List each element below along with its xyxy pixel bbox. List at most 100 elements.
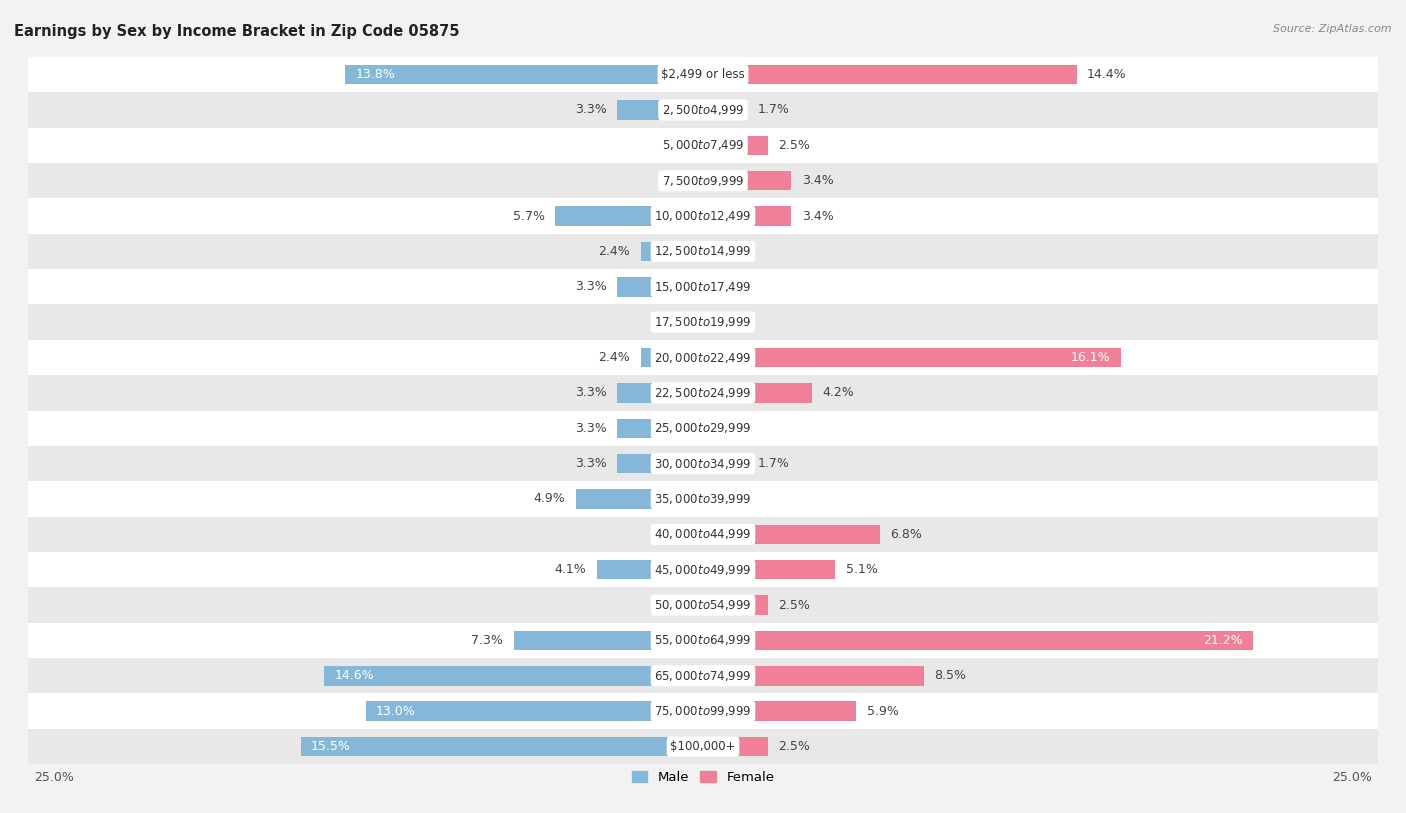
Bar: [703, 100, 747, 120]
Bar: [3, 587, 1403, 623]
Text: $100,000+: $100,000+: [671, 740, 735, 753]
Bar: [3, 128, 1403, 163]
Text: 14.6%: 14.6%: [335, 669, 374, 682]
Text: 0.0%: 0.0%: [661, 598, 693, 611]
Bar: [617, 100, 703, 120]
Bar: [3, 57, 1403, 92]
Text: 2.5%: 2.5%: [779, 740, 810, 753]
Bar: [703, 419, 707, 438]
Bar: [641, 348, 703, 367]
Bar: [703, 560, 835, 580]
Text: Source: ZipAtlas.com: Source: ZipAtlas.com: [1274, 24, 1392, 34]
Text: 5.1%: 5.1%: [846, 563, 877, 576]
Text: $55,000 to $64,999: $55,000 to $64,999: [654, 633, 752, 647]
Text: 6.8%: 6.8%: [890, 528, 922, 541]
Text: 0.0%: 0.0%: [713, 315, 745, 328]
Text: $75,000 to $99,999: $75,000 to $99,999: [654, 704, 752, 718]
Text: 0.0%: 0.0%: [713, 422, 745, 435]
Bar: [703, 241, 707, 261]
Text: 4.9%: 4.9%: [534, 493, 565, 506]
Bar: [703, 277, 707, 297]
Bar: [703, 595, 768, 615]
Bar: [301, 737, 703, 756]
Text: 1.7%: 1.7%: [758, 457, 789, 470]
Bar: [703, 454, 747, 473]
Text: $25,000 to $29,999: $25,000 to $29,999: [654, 421, 752, 435]
Bar: [3, 481, 1403, 517]
Text: $40,000 to $44,999: $40,000 to $44,999: [654, 528, 752, 541]
Text: 0.0%: 0.0%: [661, 528, 693, 541]
Bar: [323, 666, 703, 685]
Text: 13.0%: 13.0%: [375, 705, 416, 718]
Bar: [3, 659, 1403, 693]
Text: 5.7%: 5.7%: [513, 210, 544, 223]
Bar: [699, 171, 703, 190]
Text: $15,000 to $17,499: $15,000 to $17,499: [654, 280, 752, 293]
Text: 13.8%: 13.8%: [356, 68, 395, 81]
Bar: [3, 517, 1403, 552]
Text: $30,000 to $34,999: $30,000 to $34,999: [654, 457, 752, 471]
Bar: [3, 411, 1403, 446]
Bar: [703, 666, 924, 685]
Text: 2.5%: 2.5%: [779, 139, 810, 152]
Bar: [3, 693, 1403, 729]
Text: $5,000 to $7,499: $5,000 to $7,499: [662, 138, 744, 152]
Bar: [703, 737, 768, 756]
Bar: [617, 419, 703, 438]
Bar: [617, 277, 703, 297]
Text: $50,000 to $54,999: $50,000 to $54,999: [654, 598, 752, 612]
Bar: [576, 489, 703, 509]
Bar: [703, 702, 856, 721]
Bar: [703, 489, 707, 509]
Bar: [703, 631, 1253, 650]
Text: $45,000 to $49,999: $45,000 to $49,999: [654, 563, 752, 576]
Bar: [3, 729, 1403, 764]
Bar: [703, 65, 1077, 85]
Text: $10,000 to $12,499: $10,000 to $12,499: [654, 209, 752, 223]
Text: 3.3%: 3.3%: [575, 457, 607, 470]
Bar: [3, 623, 1403, 658]
Text: 2.4%: 2.4%: [599, 245, 630, 258]
Text: $7,500 to $9,999: $7,500 to $9,999: [662, 174, 744, 188]
Text: 7.3%: 7.3%: [471, 634, 503, 647]
Bar: [3, 340, 1403, 375]
Text: 0.0%: 0.0%: [661, 139, 693, 152]
Text: 2.4%: 2.4%: [599, 351, 630, 364]
Text: $2,500 to $4,999: $2,500 to $4,999: [662, 103, 744, 117]
Bar: [3, 375, 1403, 411]
Text: 3.4%: 3.4%: [801, 174, 834, 187]
Text: Earnings by Sex by Income Bracket in Zip Code 05875: Earnings by Sex by Income Bracket in Zip…: [14, 24, 460, 39]
Bar: [3, 304, 1403, 340]
Bar: [344, 65, 703, 85]
Legend: Male, Female: Male, Female: [626, 766, 780, 789]
Text: 4.2%: 4.2%: [823, 386, 855, 399]
Text: 1.7%: 1.7%: [758, 103, 789, 116]
Bar: [3, 552, 1403, 587]
Text: 2.5%: 2.5%: [779, 598, 810, 611]
Bar: [703, 207, 792, 226]
Bar: [3, 269, 1403, 304]
Text: $35,000 to $39,999: $35,000 to $39,999: [654, 492, 752, 506]
Text: 16.1%: 16.1%: [1071, 351, 1111, 364]
Bar: [641, 241, 703, 261]
Text: 3.3%: 3.3%: [575, 386, 607, 399]
Text: 0.0%: 0.0%: [661, 174, 693, 187]
Bar: [617, 454, 703, 473]
Text: $2,499 or less: $2,499 or less: [661, 68, 745, 81]
Text: $22,500 to $24,999: $22,500 to $24,999: [654, 386, 752, 400]
Bar: [703, 136, 768, 155]
Text: 3.3%: 3.3%: [575, 422, 607, 435]
Text: $12,500 to $14,999: $12,500 to $14,999: [654, 245, 752, 259]
Text: 0.0%: 0.0%: [713, 245, 745, 258]
Bar: [513, 631, 703, 650]
Bar: [703, 348, 1121, 367]
Bar: [699, 312, 703, 332]
Text: 0.0%: 0.0%: [661, 315, 693, 328]
Bar: [3, 163, 1403, 198]
Bar: [555, 207, 703, 226]
Bar: [366, 702, 703, 721]
Bar: [3, 446, 1403, 481]
Text: $65,000 to $74,999: $65,000 to $74,999: [654, 669, 752, 683]
Bar: [3, 198, 1403, 233]
Bar: [703, 383, 813, 402]
